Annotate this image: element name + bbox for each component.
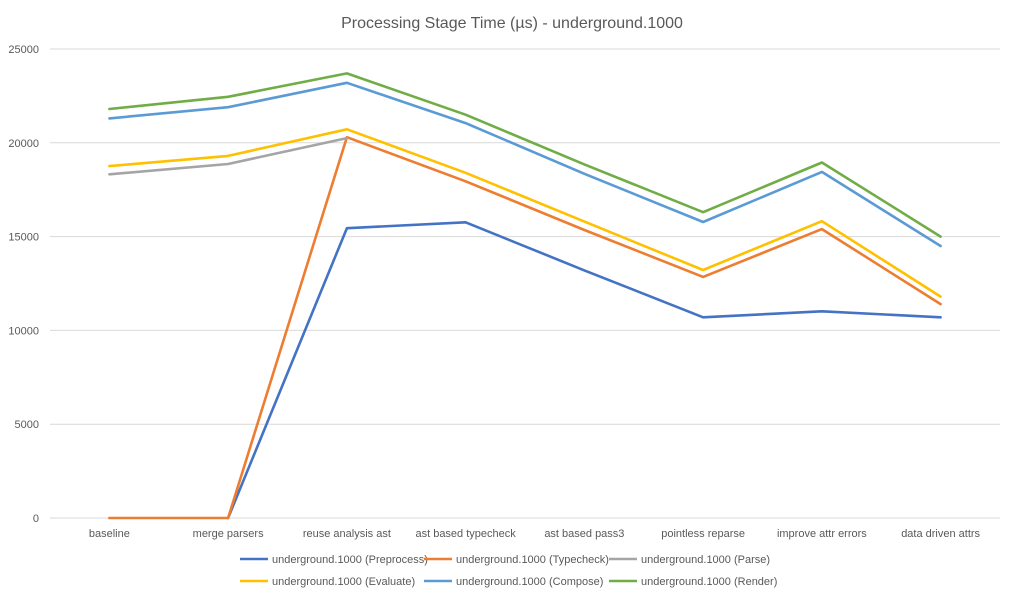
x-tick-label: data driven attrs — [901, 528, 980, 540]
y-tick-label: 25000 — [8, 44, 39, 56]
x-axis-ticks: baseline merge parsers reuse analysis ast a… — [89, 528, 981, 540]
y-tick-label: 15000 — [8, 232, 39, 244]
series-line — [108, 128, 942, 298]
series-lines — [108, 72, 942, 520]
legend-label: underground.1000 (Evaluate) — [272, 576, 415, 588]
x-tick-label: improve attr errors — [777, 528, 867, 540]
gridlines — [50, 48, 1000, 519]
series-line — [108, 81, 942, 248]
x-tick-label: reuse analysis ast — [303, 528, 391, 540]
series-line — [108, 136, 349, 176]
legend-label: underground.1000 (Typecheck) — [456, 554, 609, 566]
series-line — [108, 135, 942, 520]
legend-label: underground.1000 (Render) — [641, 576, 777, 588]
legend-label: underground.1000 (Preprocess) — [272, 554, 428, 566]
x-tick-label: merge parsers — [193, 528, 264, 540]
y-tick-label: 5000 — [15, 419, 39, 431]
series-line — [108, 72, 942, 238]
x-tick-label: pointless reparse — [661, 528, 745, 540]
y-tick-label: 0 — [33, 513, 39, 525]
legend-label: underground.1000 (Parse) — [641, 554, 770, 566]
legend-label: underground.1000 (Compose) — [456, 576, 603, 588]
series-line — [226, 221, 942, 520]
chart-title: Processing Stage Time (µs) - underground… — [341, 15, 683, 32]
y-tick-label: 20000 — [8, 138, 39, 150]
legend: underground.1000 (Preprocess) underground… — [240, 554, 777, 588]
x-tick-label: ast based typecheck — [415, 528, 516, 540]
y-axis-ticks: 0 5000 10000 15000 20000 25000 — [8, 44, 39, 525]
x-tick-label: baseline — [89, 528, 130, 540]
x-tick-label: ast based pass3 — [544, 528, 624, 540]
y-tick-label: 10000 — [8, 325, 39, 337]
